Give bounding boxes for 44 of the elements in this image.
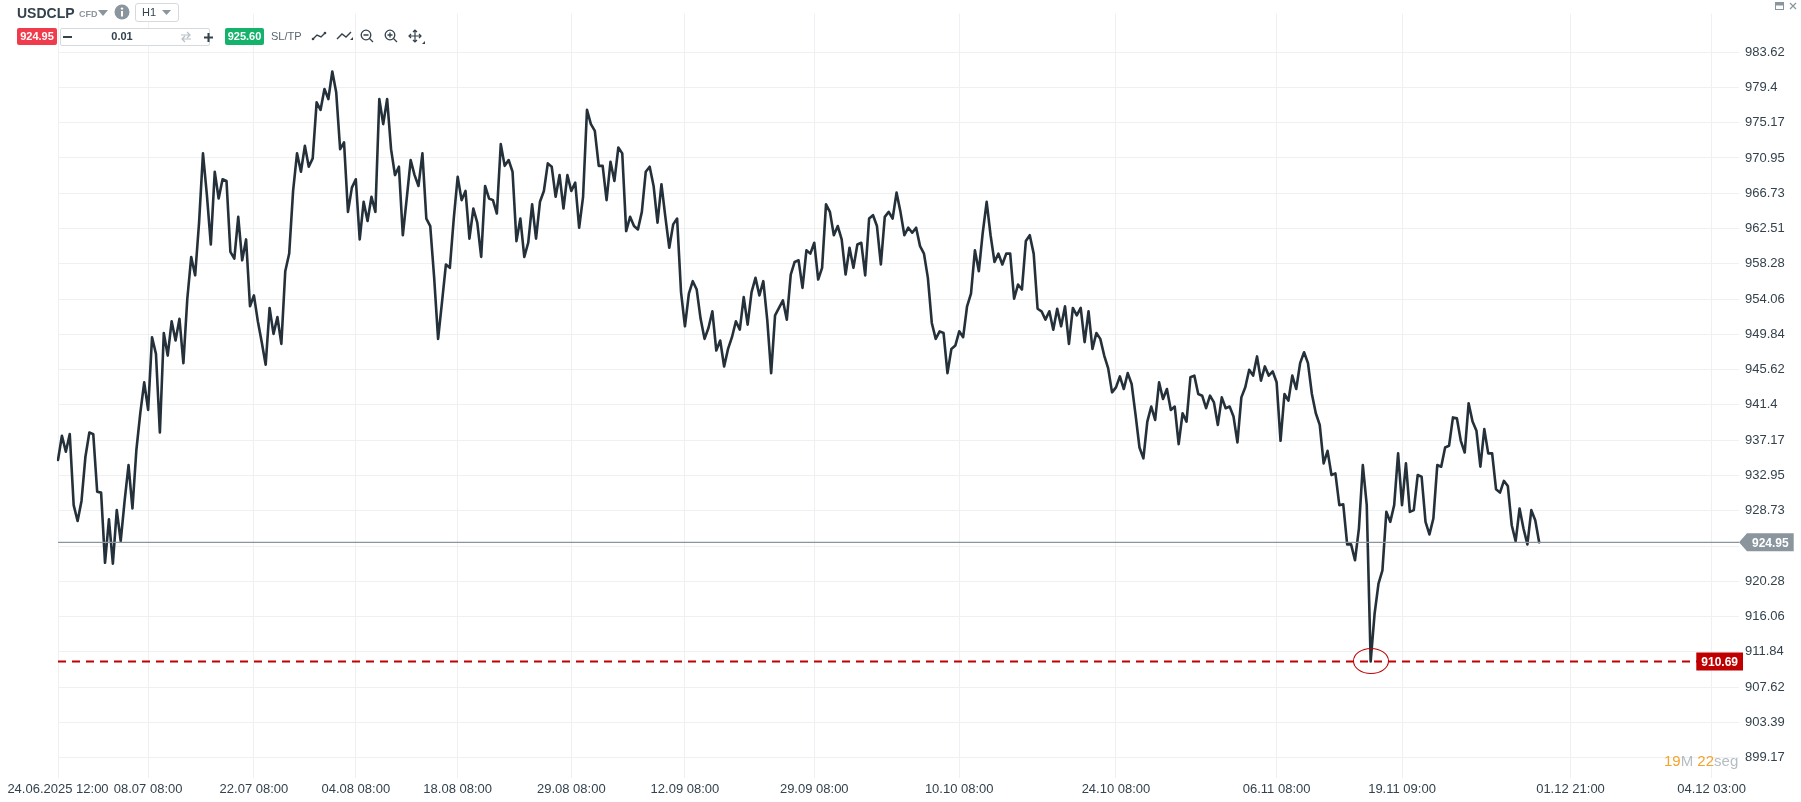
annotation: 0.01 [110,30,134,42]
y-tick-label: 970.95 [1745,149,1785,165]
y-tick-label: 966.73 [1745,184,1785,200]
x-tick-label: 01.12 21:00 [1536,780,1605,796]
y-tick-label: 937.17 [1745,431,1785,447]
x-tick-label: 24.10 08:00 [1081,780,1151,796]
x-tick-label: 29.09 08:00 [779,780,849,796]
y-tick-label: 949.84 [1745,325,1785,341]
y-tick-label: 945.62 [1745,361,1785,377]
annotation: H1 [142,6,157,18]
y-tick-label: 983.62 [1745,43,1785,59]
ref-line-label: 924.95 [1752,535,1790,550]
annotation: 925.60 [225,28,264,45]
x-tick-label: 12.09 08:00 [650,780,720,796]
x-tick-label: 18.08 08:00 [423,780,493,796]
text: 924.95 [17,28,57,45]
x-tick-label: 04.12 03:00 [1677,780,1746,796]
y-tick-label: 954.06 [1745,290,1785,306]
annotation: SL/TP [271,30,302,42]
y-tick-label: 962.51 [1745,220,1785,236]
chart-title: USDCLP [17,5,75,21]
x-tick-label: 24.06.2025 12:00 [7,780,109,796]
x-tick-label: 08.07 08:00 [113,780,183,796]
ref-line-label: 910.69 [1701,654,1739,669]
x-tick-label: 06.11 08:00 [1242,780,1311,796]
y-tick-label: 979.4 [1745,78,1778,94]
y-tick-label: 920.28 [1745,572,1785,588]
annotation: 19M 22seg [1664,752,1739,769]
x-tick-label: 19.11 09:00 [1368,780,1436,796]
y-tick-label: 932.95 [1745,467,1785,483]
y-tick-label: 928.73 [1745,502,1785,518]
chart-subtitle: CFD [79,9,98,19]
x-tick-label: 04.08 08:00 [321,780,391,796]
y-tick-label: 941.4 [1745,396,1778,412]
y-tick-label: 958.28 [1745,255,1785,271]
y-tick-label: 903.39 [1745,714,1785,730]
y-tick-label: 911.84 [1745,643,1784,659]
x-tick-label: 22.07 08:00 [219,780,289,796]
y-tick-label: 907.62 [1745,678,1785,694]
x-tick-label: 10.10 08:00 [924,780,994,796]
y-tick-label: 916.06 [1745,608,1785,624]
y-tick-label: 899.17 [1745,749,1785,765]
y-tick-label: 975.17 [1745,114,1785,130]
x-tick-label: 29.08 08:00 [536,780,606,796]
